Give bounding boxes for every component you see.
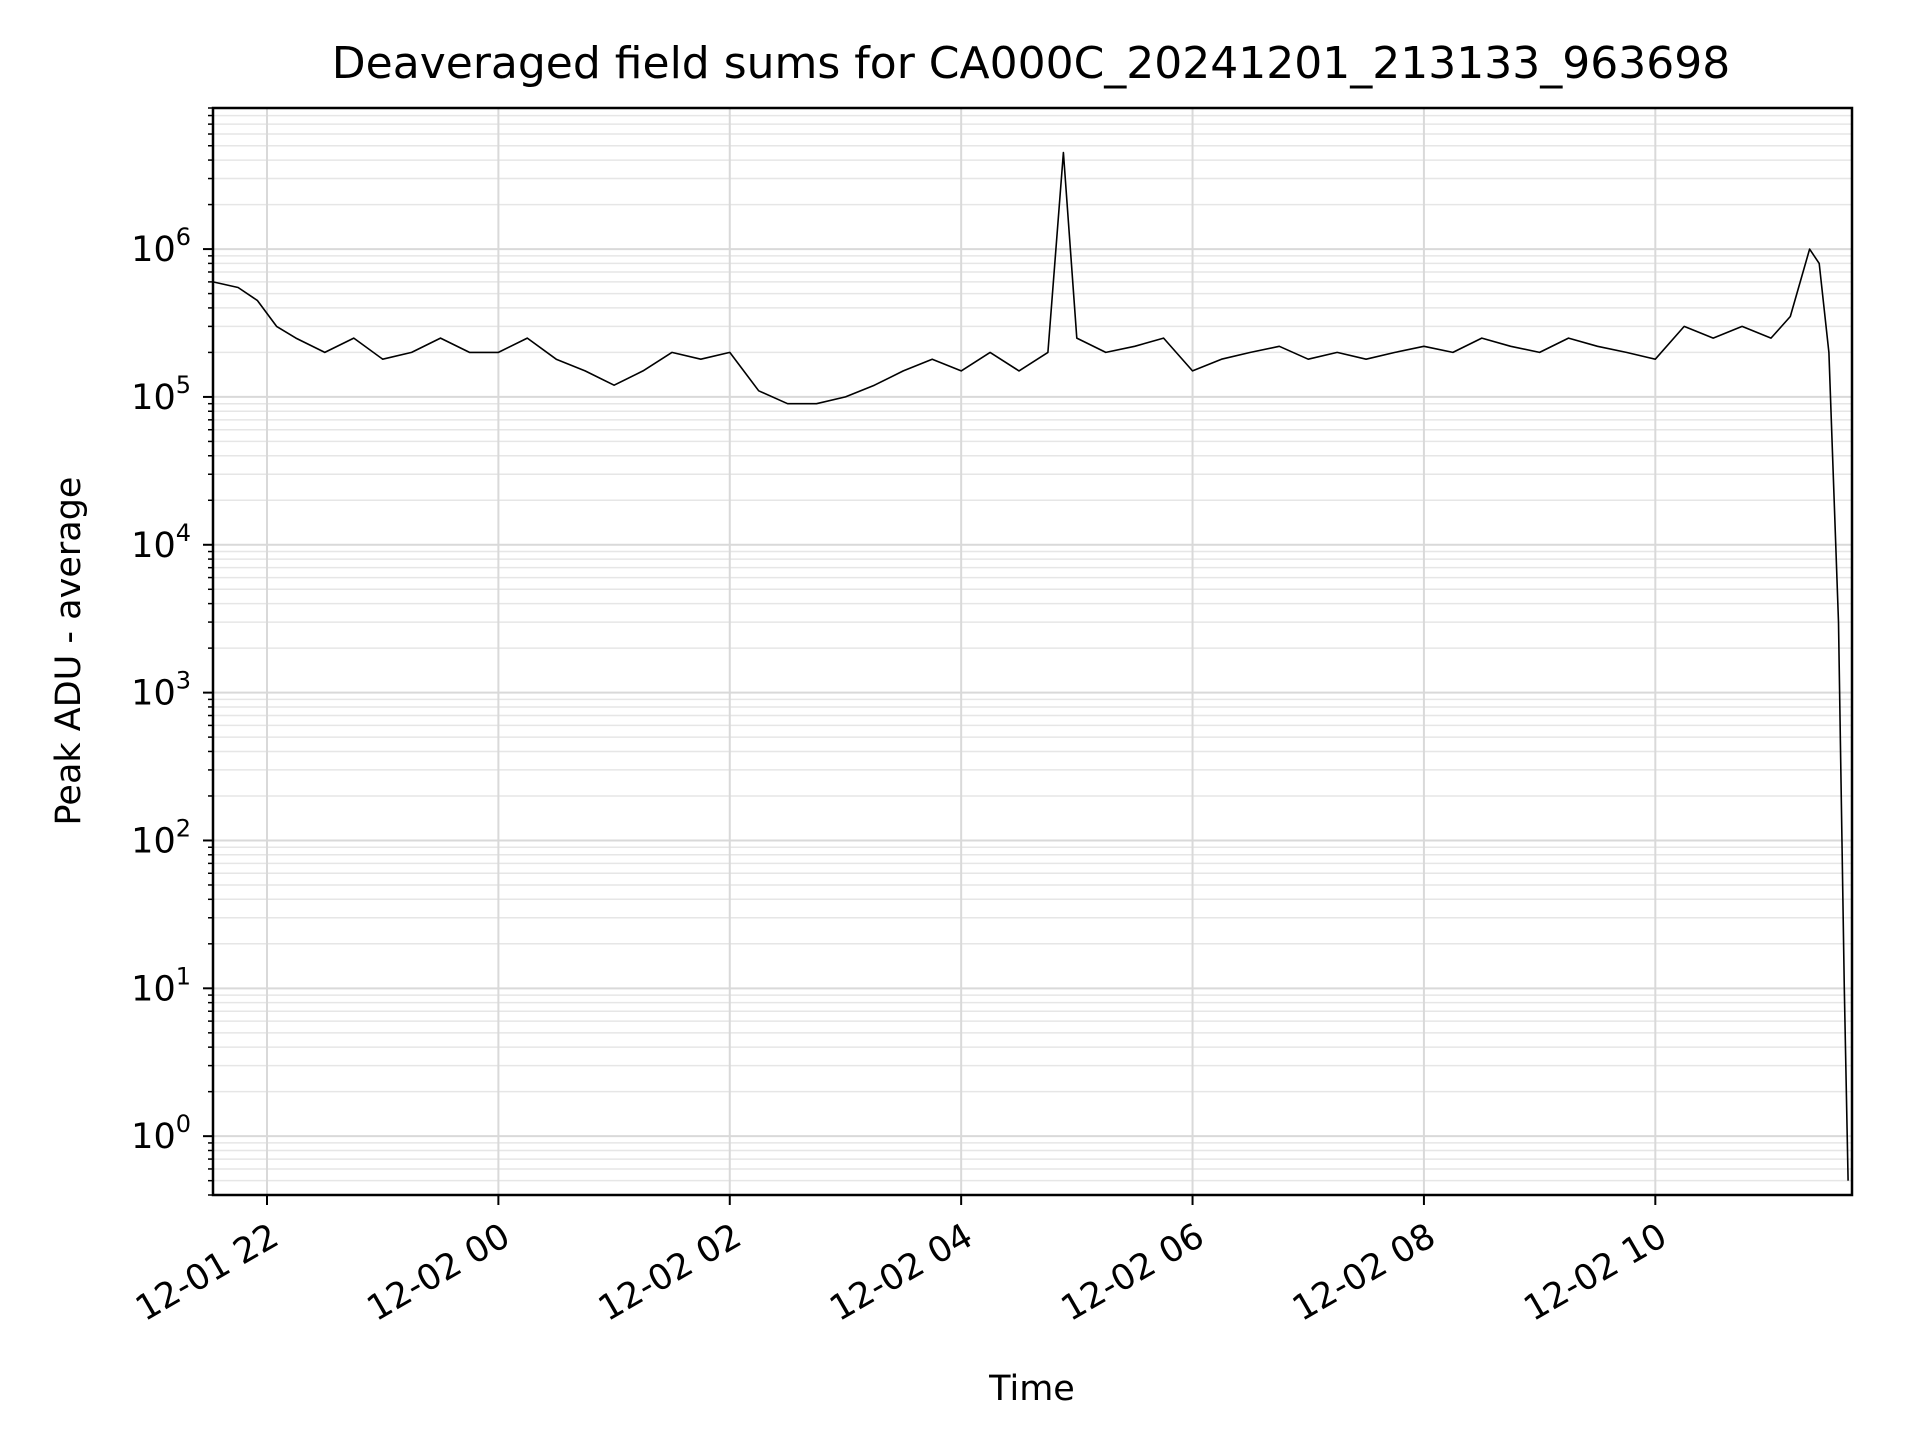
y-tick-label: 103 bbox=[131, 667, 191, 714]
x-tick-label: 12-02 04 bbox=[823, 1216, 979, 1329]
series-line bbox=[212, 151, 1849, 1181]
x-tick-label: 12-02 10 bbox=[1518, 1216, 1674, 1329]
y-axis: 100 101 102 103 104 105 106 bbox=[131, 107, 213, 1196]
series-layer bbox=[212, 151, 1849, 1181]
y-tick-label: 105 bbox=[131, 371, 191, 418]
y-tick-label: 101 bbox=[131, 962, 191, 1009]
y-tick-label: 104 bbox=[131, 519, 191, 566]
plot-frame bbox=[211, 106, 1854, 1197]
grid bbox=[213, 107, 1852, 1196]
x-axis: 12-01 22 12-02 00 12-02 02 12-02 04 12-02 06… bbox=[129, 1195, 1674, 1329]
y-axis-label: Peak ADU - average bbox=[49, 477, 89, 826]
x-tick-label: 12-02 06 bbox=[1055, 1216, 1211, 1329]
x-axis-label: Time bbox=[988, 1369, 1075, 1409]
y-tick-label: 100 bbox=[131, 1110, 191, 1157]
x-tick-label: 12-02 00 bbox=[361, 1216, 517, 1329]
x-tick-label: 12-02 02 bbox=[592, 1216, 748, 1329]
chart-title: Deaveraged field sums for CA000C_2024120… bbox=[332, 38, 1730, 89]
x-tick-label: 12-02 08 bbox=[1286, 1216, 1442, 1329]
x-tick-label: 12-01 22 bbox=[129, 1216, 285, 1329]
y-tick-label: 102 bbox=[131, 814, 191, 861]
y-tick-label: 106 bbox=[131, 223, 191, 270]
